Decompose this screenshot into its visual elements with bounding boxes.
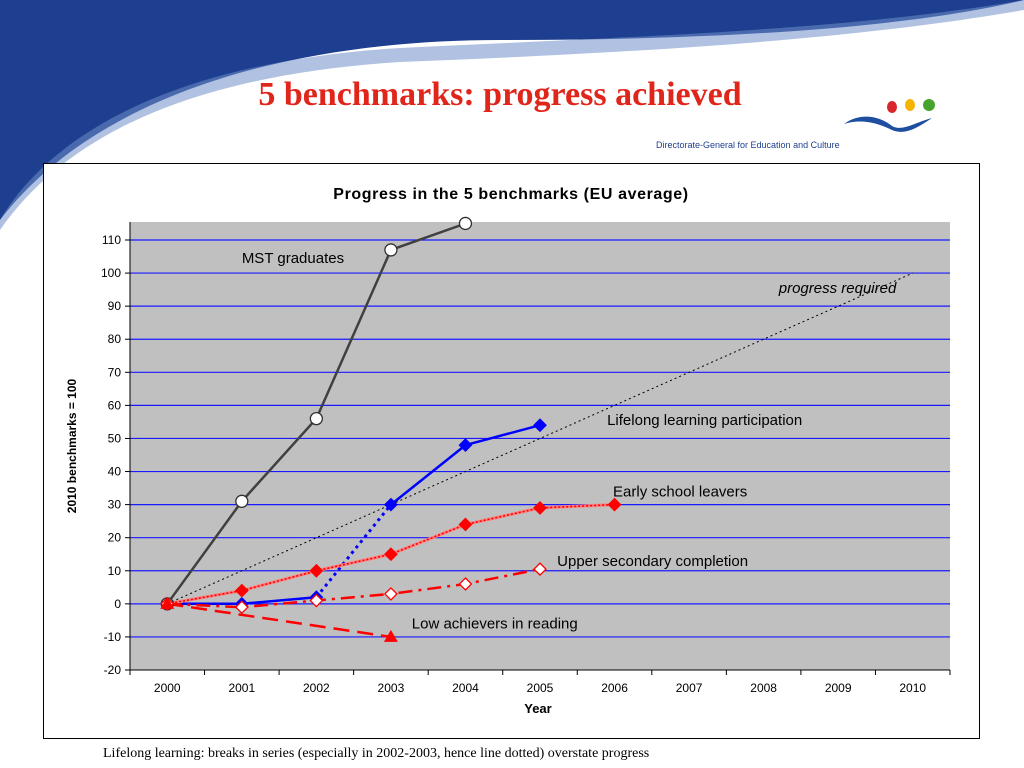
y-tick-label: 60 (108, 398, 122, 412)
series-progress-required-line (167, 272, 913, 605)
y-tick-label: 20 (108, 531, 122, 545)
x-tick-label: 2003 (378, 681, 405, 695)
y-tick-label: 50 (108, 431, 122, 445)
x-tick-label: 2006 (601, 681, 628, 695)
marker-layer (160, 216, 622, 642)
series-upper-secondary-completion-point (234, 600, 249, 615)
y-tick-label: 70 (108, 365, 122, 379)
y-tick-label: 110 (102, 233, 121, 247)
y-tick-label: 80 (108, 332, 122, 346)
y-tick-label: 10 (108, 564, 122, 578)
grid-layer (130, 239, 950, 638)
series-label-mst-graduates: MST graduates (242, 250, 344, 267)
header-swoosh (0, 0, 1024, 230)
series-upper-secondary-completion-point (383, 587, 398, 601)
x-tick-label: 2009 (825, 681, 852, 695)
series-label-early-school-leavers: Early school leavers (613, 483, 747, 500)
series-early-school-leavers-point (234, 583, 249, 598)
series-label-lifelong-learning-participation: Lifelong learning participation (607, 412, 802, 429)
series-early-school-leavers-point (383, 547, 398, 562)
footnote: Lifelong learning: breaks in series (esp… (103, 746, 650, 761)
y-tick-label: 30 (108, 498, 122, 512)
x-tick-label: 2005 (527, 681, 554, 695)
series-lifelong-learning-participation-point (383, 497, 398, 512)
series-label-progress-required: progress required (778, 280, 897, 297)
logo-swoosh (844, 116, 932, 132)
series-label-upper-secondary-completion: Upper secondary completion (557, 553, 748, 570)
series-mst-graduates-point (309, 411, 324, 426)
y-tick-label: 40 (108, 465, 122, 479)
chart-svg: Progress in the 5 benchmarks (EU average… (65, 186, 951, 716)
y-tick-label: 0 (114, 597, 121, 611)
plot-area (130, 222, 950, 670)
x-tick-label: 2010 (899, 681, 926, 695)
series-upper-secondary-completion-point (458, 577, 473, 591)
y-tick-label: 100 (101, 266, 121, 280)
series-early-school-leavers-point (458, 517, 473, 532)
series-lifelong-learning-participation-point (458, 438, 473, 452)
logo-green-dot (923, 99, 935, 111)
series-lifelong-learning-participation-dotted-line (315, 503, 393, 599)
y-tick-label: -10 (104, 630, 122, 644)
series-upper-secondary-completion-line (167, 567, 541, 609)
y-tick-label: 90 (108, 299, 122, 313)
x-axis-title: Year (524, 701, 551, 716)
series-upper-secondary-completion-point (533, 562, 547, 577)
chart-title: Progress in the 5 benchmarks (EU average… (333, 186, 688, 203)
series-label-low-achievers-in-reading: Low achievers in reading (412, 616, 578, 633)
x-tick-label: 2002 (303, 681, 330, 695)
series-mst-graduates-point (384, 243, 398, 257)
series-early-school-leavers-point (533, 501, 547, 515)
chart-frame: Progress in the 5 benchmarks (EU average… (43, 163, 980, 739)
series-upper-secondary-completion-point (309, 593, 324, 608)
x-tick-label: 2000 (154, 681, 181, 695)
axis-layer: -20 -10 0 10 20 30 40 50 60 70 80 90 100 110 2000 2001 2… (101, 222, 951, 695)
y-axis-title: 2010 benchmarks = 100 (65, 378, 79, 513)
x-tick-label: 2007 (676, 681, 703, 695)
series-early-school-leavers-point (309, 563, 324, 578)
x-tick-label: 2001 (228, 681, 255, 695)
slide-title: 5 benchmarks: progress achieved (258, 76, 742, 113)
logo-red-dot (887, 101, 897, 113)
series-low-achievers-in-reading-point (383, 629, 398, 642)
y-tick-label: -20 (104, 663, 122, 677)
x-tick-label: 2004 (452, 681, 479, 695)
series-low-achievers-in-reading-point (160, 596, 175, 609)
series-lifelong-learning-participation-point (533, 418, 547, 433)
series-low-achievers-in-reading-line (167, 602, 392, 639)
series-early-school-leavers-point (607, 497, 622, 512)
dg-logo (844, 99, 935, 132)
series-mst-graduates-point (235, 494, 249, 508)
org-text: Directorate-General for Education and Cu… (656, 140, 840, 150)
series-mst-graduates-point (458, 216, 473, 231)
logo-yellow-dot (905, 99, 915, 111)
label-layer: MST graduates Lifelong learning participa… (242, 250, 897, 632)
x-tick-label: 2008 (750, 681, 777, 695)
